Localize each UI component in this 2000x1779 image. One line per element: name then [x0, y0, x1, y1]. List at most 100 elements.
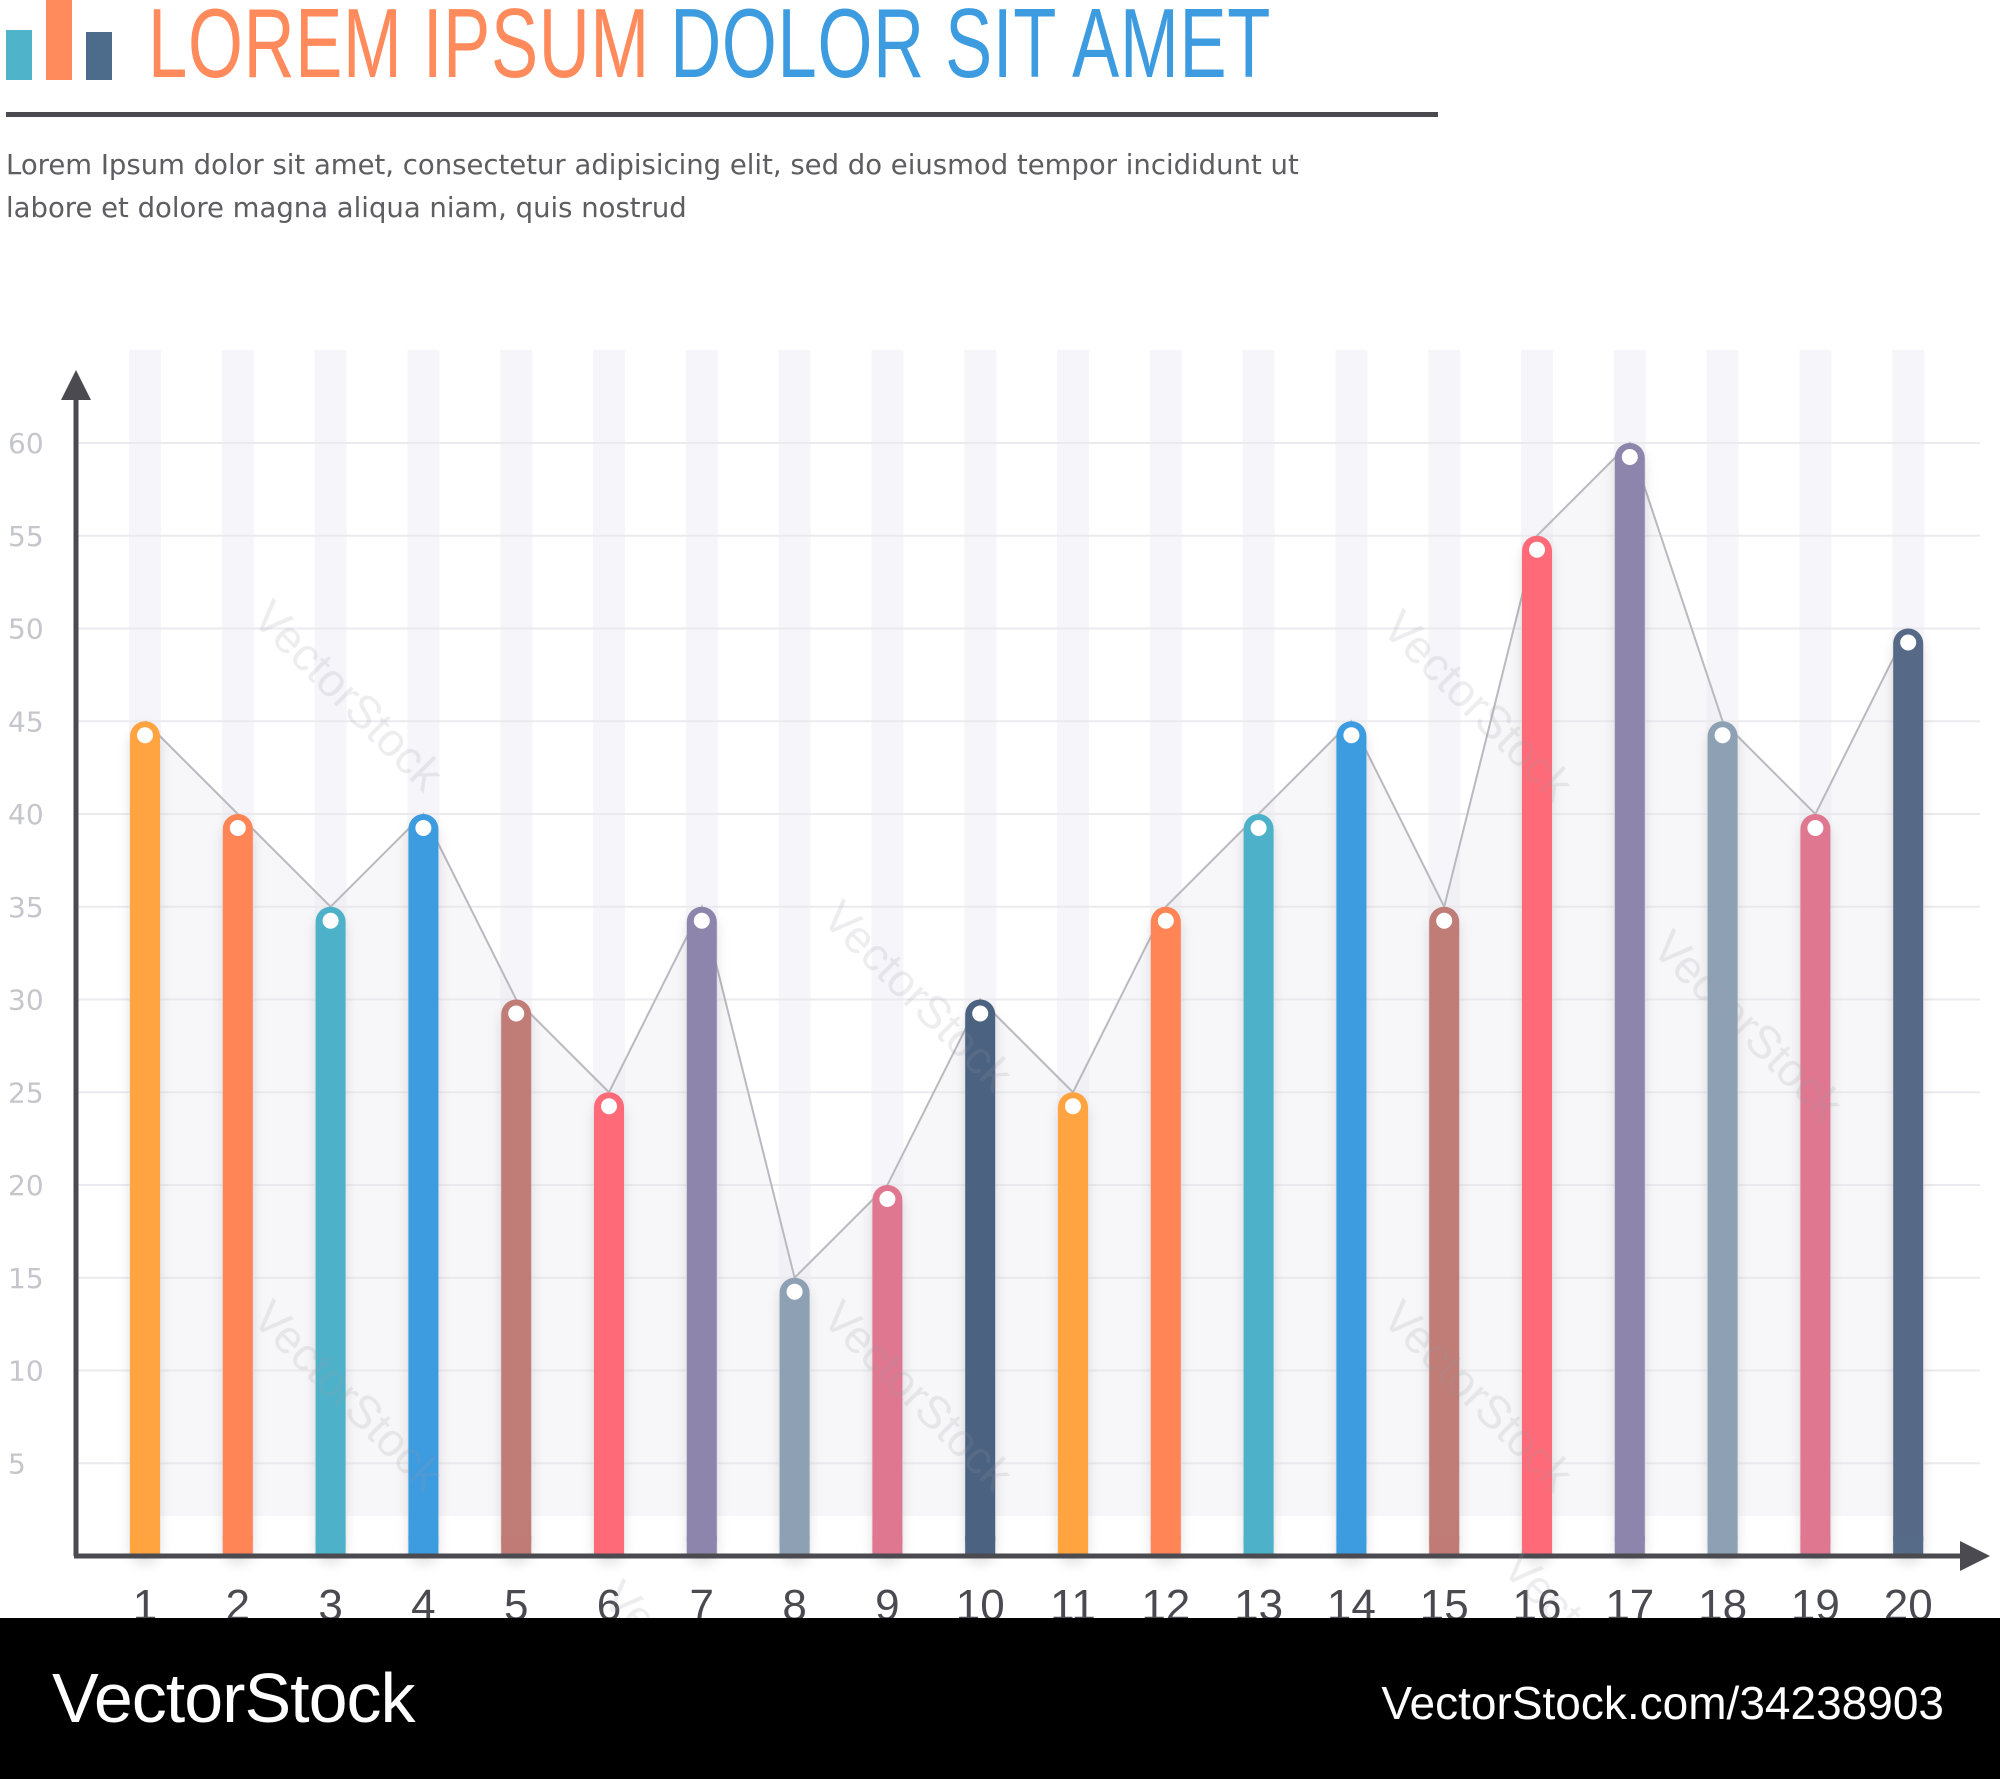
- y-axis-arrow: [61, 370, 91, 400]
- bar-base: [501, 1536, 532, 1556]
- page-subtitle: Lorem Ipsum dolor sit amet, consectetur …: [6, 144, 1426, 230]
- y-tick-label: 10: [8, 1355, 44, 1388]
- bar: [1707, 721, 1738, 1556]
- bar-group: [1336, 721, 1367, 1556]
- bar: [1243, 814, 1274, 1556]
- bar: [686, 906, 717, 1556]
- bar-group: [1058, 1092, 1088, 1556]
- x-tick-label: 3: [318, 1581, 342, 1618]
- bar-chart-icon: [6, 0, 112, 80]
- bar-group: [222, 814, 253, 1556]
- y-tick-label: 30: [8, 984, 44, 1017]
- x-tick-label: 5: [504, 1581, 528, 1618]
- bar: [594, 1092, 624, 1556]
- data-point-marker: [1065, 1098, 1081, 1115]
- x-tick-label: 8: [782, 1581, 806, 1618]
- x-tick-label: 6: [597, 1581, 621, 1618]
- bar-base: [1800, 1536, 1831, 1556]
- data-point-marker: [1807, 820, 1824, 836]
- bar-base: [1429, 1536, 1460, 1556]
- bar-base: [1243, 1536, 1274, 1556]
- bar: [872, 1185, 903, 1556]
- data-point-marker: [693, 912, 710, 929]
- y-tick-label: 5: [8, 1447, 26, 1480]
- bar: [965, 999, 996, 1556]
- y-tick-label: 25: [8, 1076, 44, 1109]
- bar-group: [1800, 814, 1831, 1556]
- bar-group: [1707, 721, 1738, 1556]
- x-tick-label: 12: [1141, 1581, 1190, 1618]
- data-point-marker: [229, 820, 246, 836]
- data-point-marker: [1529, 541, 1545, 558]
- bar: [130, 721, 160, 1556]
- data-point-marker: [786, 1283, 803, 1300]
- x-tick-label: 2: [226, 1581, 250, 1618]
- x-tick-label: 17: [1605, 1581, 1654, 1618]
- bar-group: [1243, 814, 1274, 1556]
- bar: [222, 814, 253, 1556]
- bar-base: [1150, 1536, 1181, 1556]
- logo-bar-3: [86, 32, 112, 80]
- bar: [1429, 906, 1460, 1556]
- bar-base: [872, 1536, 903, 1556]
- bar-base: [408, 1536, 439, 1556]
- logo-bar-1: [6, 30, 32, 80]
- data-point-marker: [879, 1191, 896, 1207]
- x-tick-label: 7: [690, 1581, 714, 1618]
- data-point-marker: [1250, 820, 1267, 836]
- bar: [1058, 1092, 1088, 1556]
- y-tick-label: 45: [8, 705, 44, 738]
- subtitle-line-1: Lorem Ipsum dolor sit amet, consectetur …: [6, 149, 1299, 181]
- y-tick-label: 35: [8, 891, 44, 924]
- bar-group: [965, 999, 996, 1556]
- watermark-text: VectorStock: [1493, 1540, 1704, 1618]
- y-tick-label: 50: [8, 613, 44, 646]
- bar-base: [594, 1536, 624, 1556]
- logo-bar-2: [46, 0, 72, 80]
- bar-group: [779, 1277, 810, 1556]
- bar-group: [686, 906, 717, 1556]
- bar-group: [501, 999, 532, 1556]
- x-tick-label: 14: [1327, 1581, 1376, 1618]
- x-tick-label: 4: [411, 1581, 435, 1618]
- x-tick-label: 18: [1698, 1581, 1747, 1618]
- bar-base: [1058, 1536, 1088, 1556]
- bar-base: [1893, 1536, 1924, 1556]
- y-tick-label: 55: [8, 520, 44, 553]
- x-tick-label: 15: [1420, 1581, 1469, 1618]
- bar-group: [315, 906, 346, 1556]
- data-point-marker: [1714, 727, 1731, 744]
- x-tick-label: 11: [1050, 1581, 1096, 1618]
- bar-group: [594, 1092, 624, 1556]
- bar-group: [872, 1185, 903, 1556]
- title-part-2: DOLOR SIT AMET: [670, 0, 1272, 98]
- x-tick-label: 19: [1791, 1581, 1840, 1618]
- title-part-1: LOREM IPSUM: [148, 0, 650, 98]
- title-divider: [6, 112, 1438, 117]
- footer-url: VectorStock.com/34238903: [1381, 1677, 1944, 1729]
- bar-base: [1522, 1536, 1552, 1556]
- data-point-marker: [1157, 912, 1174, 929]
- data-point-marker: [1343, 727, 1360, 744]
- area-fill: [145, 443, 1909, 1516]
- bar-group: [1150, 906, 1181, 1556]
- bar-group: [130, 721, 160, 1556]
- x-axis-arrow: [1960, 1541, 1990, 1571]
- bar: [501, 999, 532, 1556]
- bar: [1893, 628, 1924, 1556]
- bar: [779, 1277, 810, 1556]
- data-point-marker: [322, 912, 339, 929]
- bar-group: [1614, 443, 1645, 1556]
- bar-group: [1429, 906, 1460, 1556]
- x-tick-label: 9: [875, 1581, 899, 1618]
- x-tick-label: 13: [1234, 1581, 1283, 1618]
- watermark-footer: VectorStock VectorStock.com/34238903: [0, 1618, 2000, 1779]
- y-tick-label: 20: [8, 1169, 44, 1202]
- x-tick-label: 1: [133, 1581, 157, 1618]
- footer-brand: VectorStock: [52, 1659, 416, 1737]
- bar-base: [965, 1536, 996, 1556]
- bar: [315, 906, 346, 1556]
- bar-group: [1893, 628, 1924, 1556]
- bar-base: [779, 1536, 810, 1556]
- connecting-line: [144, 441, 1910, 1280]
